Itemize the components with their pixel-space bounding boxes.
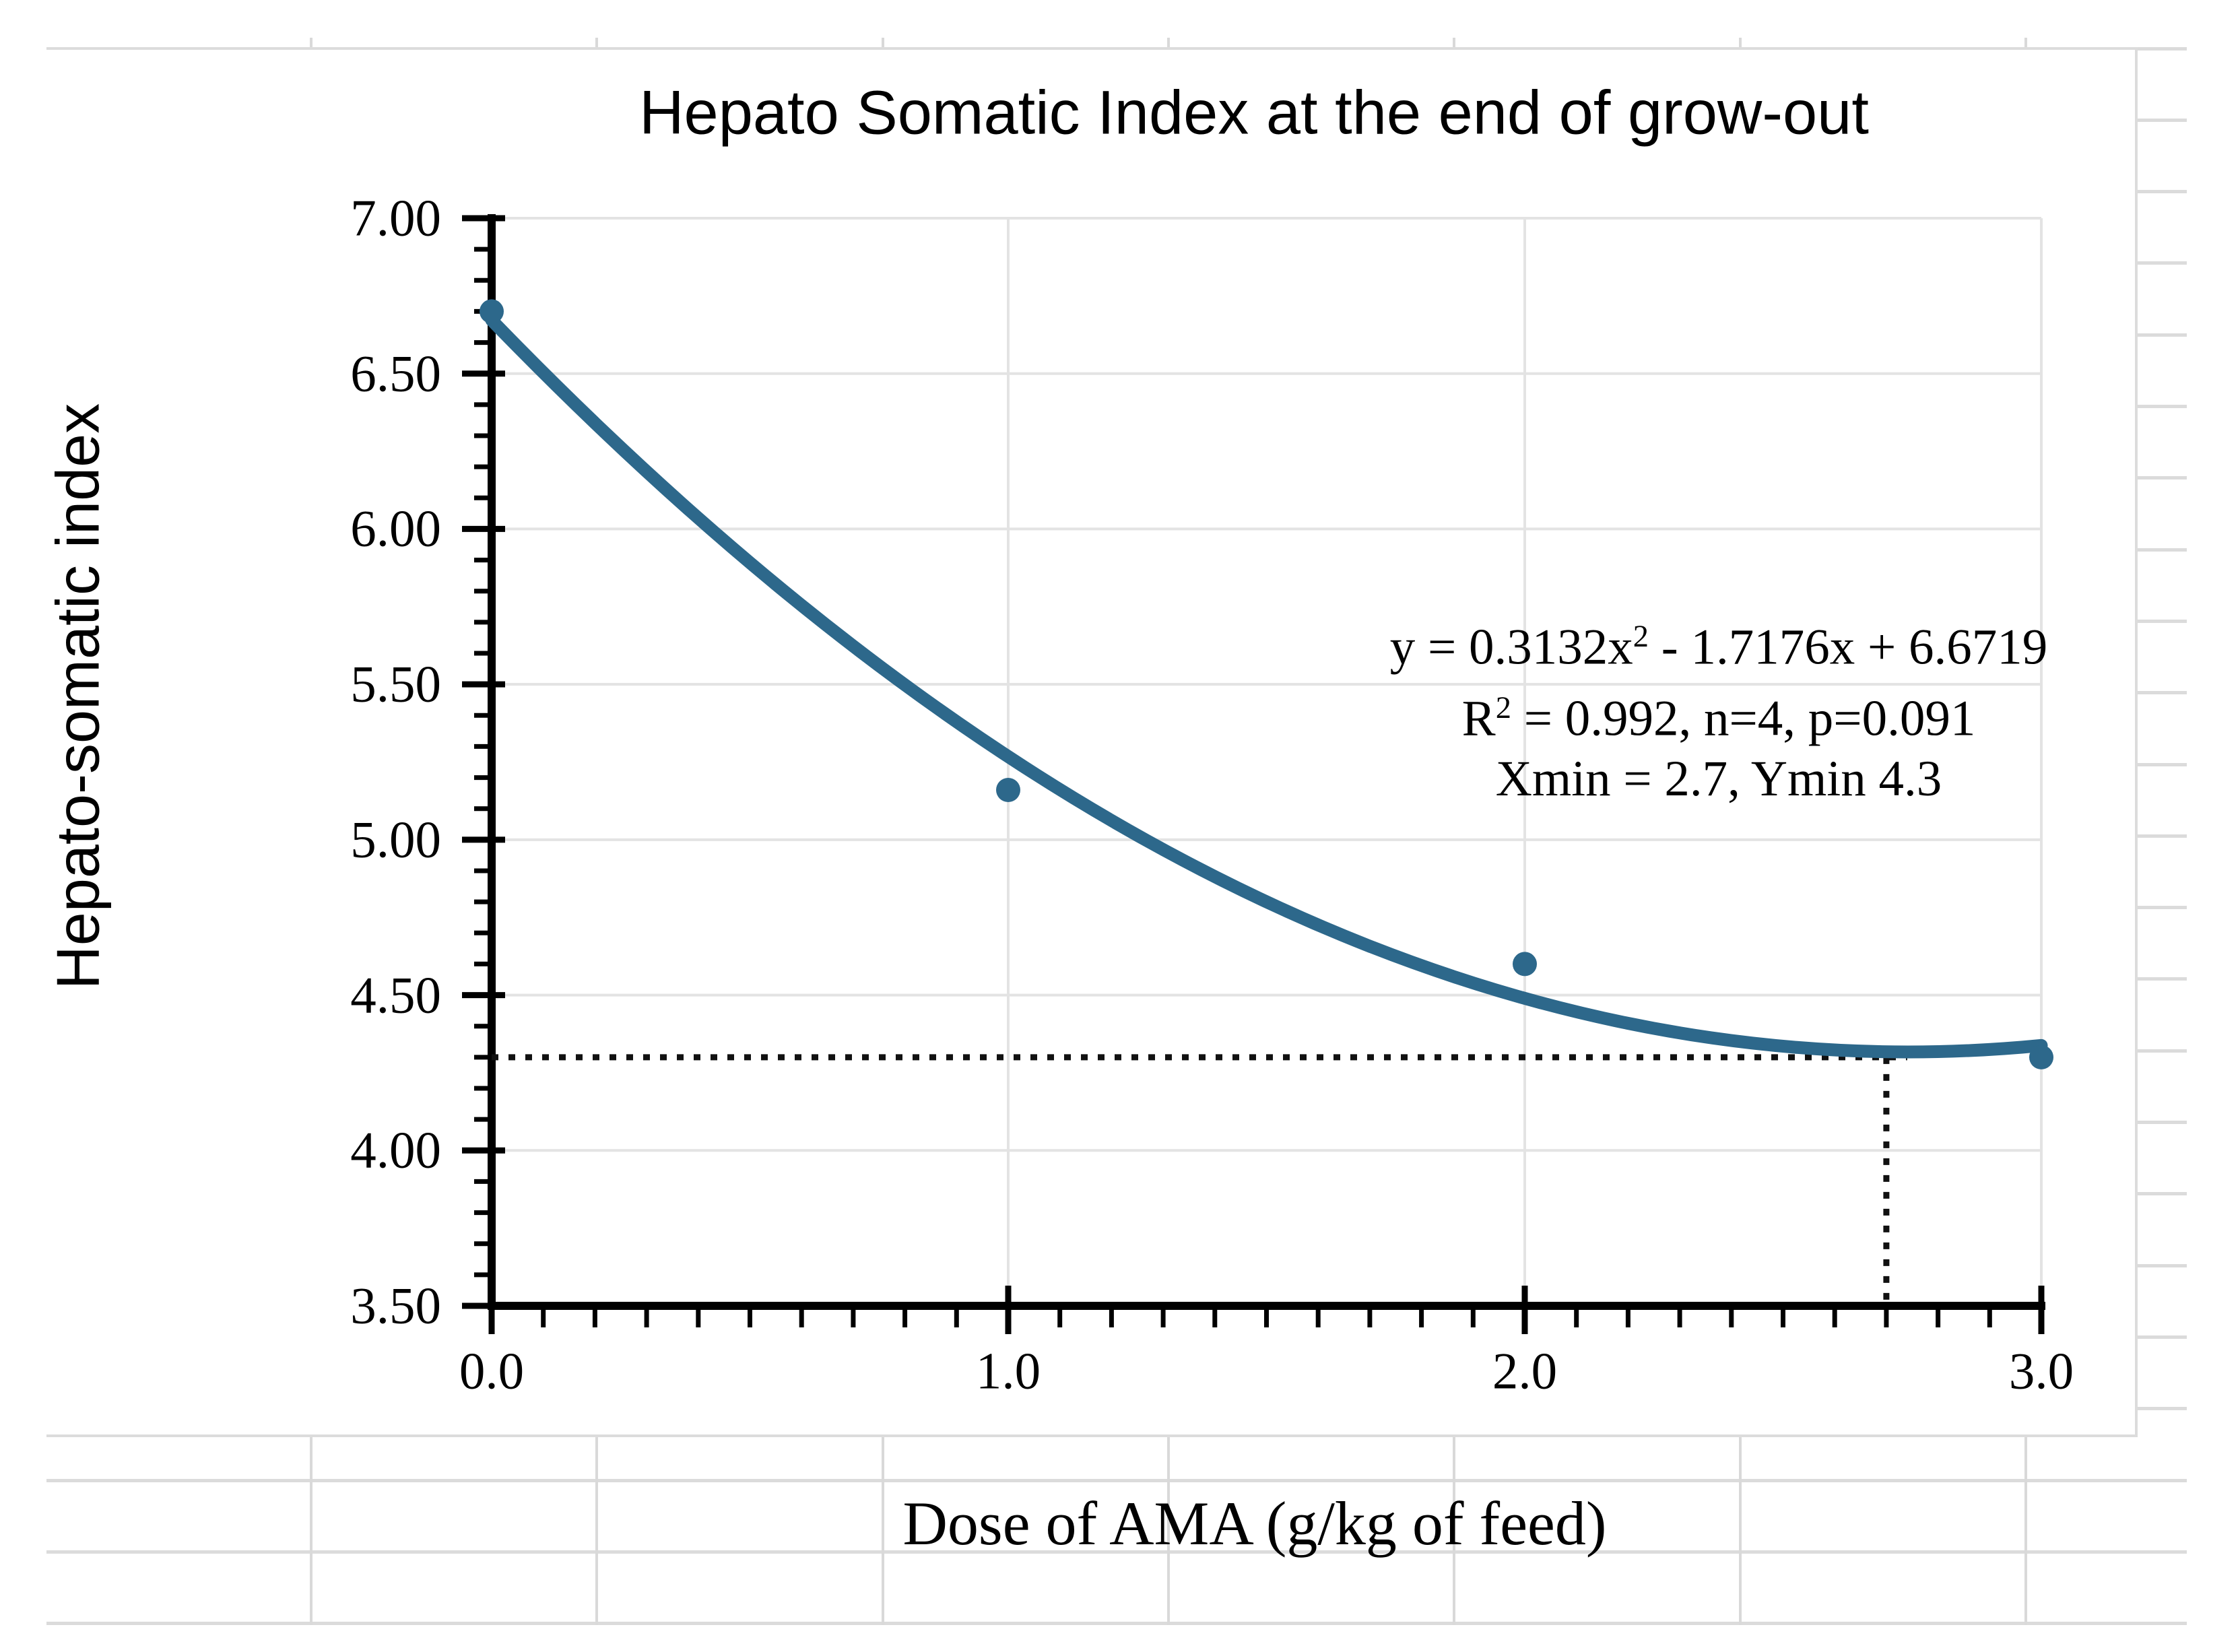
sheet-gridline [46,1550,2187,1554]
x-tick-label: 3.0 [2008,1342,2074,1400]
sheet-gridline [2138,1407,2187,1411]
sheet-gridline [595,1437,599,1625]
x-tick-label: 1.0 [975,1342,1041,1400]
sheet-gridline [310,1437,312,1625]
x-axis-title: Dose of AMA (g/kg of feed) [902,1489,1607,1558]
y-tick-label: 3.50 [350,1276,441,1335]
equation-line: y = 0.3132x2 - 1.7176x + 6.6719 [1389,619,2048,675]
sheet-gridline [2138,1335,2187,1339]
data-point-marker [2029,1045,2053,1069]
sheet-gridline [2138,118,2187,122]
y-tick-label: 6.50 [350,344,441,403]
sheet-gridline [2138,762,2187,766]
y-axis-title: Hepato-somatic index [44,403,112,990]
superscript-2: 2 [1633,620,1649,654]
y-tick-label: 7.00 [350,189,441,247]
sheet-gridline [2138,333,2187,337]
sheet-gridline [2024,1437,2027,1625]
sheet-gridline [1166,38,1170,48]
sheet-gridline [2138,977,2187,981]
y-tick-label: 5.50 [350,655,441,713]
chart-title: Hepato Somatic Index at the end of grow-… [639,78,1869,147]
sheet-gridline [2138,691,2187,695]
chart[interactable] [46,47,2138,1437]
sheet-gridline [1738,38,1742,48]
data-point-marker [996,778,1020,803]
x-tick-label: 0.0 [459,1342,525,1400]
sheet-gridline [595,38,599,48]
sheet-gridline [1453,1437,1456,1625]
sheet-gridline [2138,548,2187,552]
sheet-gridline [1453,38,1456,48]
minimum-line: Xmin = 2.7, Ymin 4.3 [1495,751,1942,807]
sheet-gridline [46,1478,2187,1482]
sheet-gridline [2138,476,2187,480]
sheet-gridline [881,38,884,48]
sheet-gridline [1738,1437,1742,1625]
sheet-gridline [2138,1049,2187,1053]
sheet-gridline [1166,1437,1170,1625]
sheet-gridline [2138,619,2187,623]
y-tick-label: 6.00 [350,499,441,558]
superscript-2: 2 [1495,690,1511,725]
sheet-gridline [2138,1192,2187,1196]
sheet-gridline [2138,1263,2187,1267]
sheet-gridline [46,1622,2187,1626]
sheet-gridline [2024,38,2027,48]
trendline-curve [485,313,2048,1059]
x-tick-label: 2.0 [1492,1342,1558,1400]
y-tick-label: 4.50 [350,966,441,1024]
trendline-annotation: y = 0.3132x2 - 1.7176x + 6.6719 R2 = 0.9… [1390,607,2048,810]
sheet-gridline [2138,405,2187,408]
y-tick-label: 5.00 [350,810,441,869]
r-squared-line: R2 = 0.992, n=4, p=0.091 [1461,690,1976,747]
sheet-gridline [2138,1121,2187,1124]
y-tick-label: 4.00 [350,1121,441,1179]
sheet-gridline [2138,906,2187,910]
sheet-gridline [881,1437,884,1625]
data-point-marker [1513,952,1537,977]
sheet-gridline [310,38,312,48]
sheet-gridline [2138,261,2187,265]
sheet-gridline [2138,834,2187,838]
sheet-gridline [2138,46,2187,51]
sheet-gridline [2138,190,2187,194]
data-point-marker [480,299,504,324]
